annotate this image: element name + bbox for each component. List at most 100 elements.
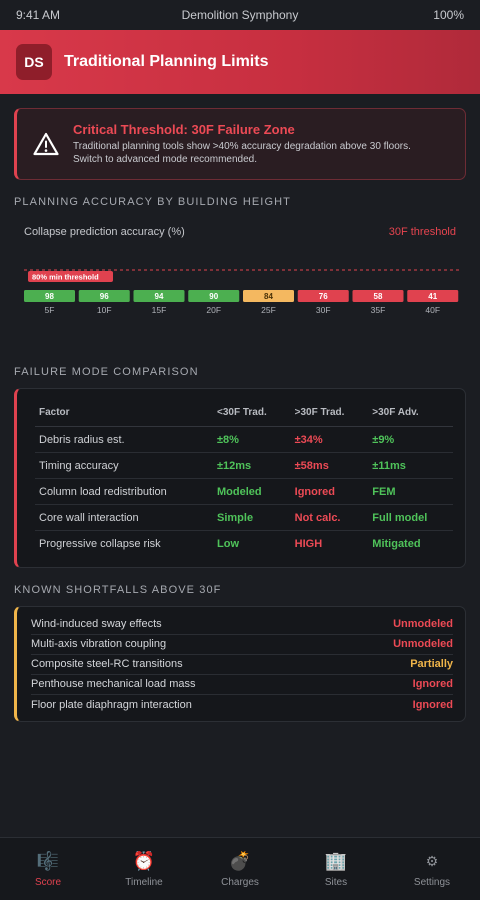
app-header: DS Traditional Planning Limits	[0, 30, 480, 94]
tab-label: Timeline	[125, 876, 163, 888]
shortfall-label: Floor plate diaphragm interaction	[31, 698, 192, 711]
bar-35F	[352, 290, 404, 302]
value-cell: FEM	[368, 478, 453, 505]
bar-value-20F: 90	[209, 292, 218, 301]
settings-icon: ⚙	[425, 852, 439, 869]
value-cell: Low	[217, 537, 239, 550]
bar-40F	[407, 290, 459, 302]
tab-label: Sites	[324, 876, 348, 888]
list-item: Composite steel-RC transitions Partially	[31, 655, 453, 675]
shortfall-status: Partially	[410, 658, 453, 670]
bar-20F	[188, 290, 240, 302]
chart-annotation: 30F threshold	[388, 226, 456, 238]
charges-icon: 💣	[228, 850, 252, 871]
shortfalls-section-title: KNOWN SHORTFALLS ABOVE 30F	[14, 583, 222, 596]
comparison-card: Factor <30F Trad. >30F Trad. >30F Adv. Debr…	[14, 388, 466, 568]
list-item: Floor plate diaphragm interaction Ignored	[31, 695, 453, 715]
factor-cell: Progressive collapse risk	[39, 537, 161, 550]
tick-label-30F: 30F	[316, 305, 331, 315]
status-bar: 9:41 AM Demolition Symphony 100%	[0, 0, 480, 30]
value-cell: Not calc.	[290, 504, 369, 531]
value-cell: ±9%	[368, 426, 453, 453]
value-cell: ±58ms	[290, 452, 369, 479]
list-item: Multi-axis vibration coupling Unmodeled	[31, 635, 453, 655]
sites-icon: 🏢	[324, 850, 348, 871]
timeline-icon: ⏰	[132, 850, 156, 871]
shortfall-label: Multi-axis vibration coupling	[31, 638, 167, 650]
bar-value-5F: 98	[45, 292, 54, 301]
value-cell: ±12ms	[213, 452, 291, 479]
table-row: Core wall interaction Simple Not calc. Full…	[35, 504, 453, 531]
bar-value-10F: 96	[100, 292, 109, 301]
factor-cell: Timing accuracy	[35, 452, 213, 479]
accuracy-section-title: PLANNING ACCURACY BY BUILDING HEIGHT	[14, 196, 291, 208]
tick-label-35F: 35F	[371, 305, 386, 315]
bar-value-30F: 76	[319, 292, 328, 301]
bar-value-40F: 41	[428, 292, 437, 301]
tab-bar: 🎼 Score ⏰ Timeline 💣 Charges 🏢 Sites ⚙ Settings	[0, 837, 480, 900]
tab-charges[interactable]: 💣 Charges	[192, 838, 288, 900]
factor-cell: Core wall interaction	[35, 504, 213, 531]
list-item: Penthouse mechanical load mass Ignored	[31, 675, 453, 695]
tab-label: Charges	[221, 876, 259, 888]
alert-title: Critical Threshold: 30F Failure Zone	[73, 122, 295, 137]
critical-alert: Critical Threshold: 30F Failure Zone Tra…	[14, 108, 466, 180]
tick-label-40F: 40F	[425, 305, 440, 315]
bar-30F	[297, 290, 349, 302]
threshold-label: 80% min threshold	[32, 273, 99, 282]
app-logo: DS	[16, 44, 52, 80]
tab-score[interactable]: 🎼 Score	[0, 838, 96, 900]
chart-title: Collapse prediction accuracy (%)	[24, 226, 185, 238]
value-cell: Modeled	[213, 478, 291, 505]
tab-label: Score	[34, 876, 62, 888]
shortfall-label: Wind-induced sway effects	[31, 618, 162, 630]
column-header: <30F Trad.	[213, 401, 291, 427]
value-cell: Full model	[368, 504, 453, 531]
bar-5F	[24, 290, 75, 302]
shortfall-status: Unmodeled	[393, 638, 453, 650]
shortfall-status: Ignored	[412, 698, 453, 711]
table-row: Debris radius est. ±8% ±34% ±9%	[35, 426, 453, 453]
warning-icon	[31, 129, 61, 159]
column-header: Factor	[35, 401, 213, 427]
shortfall-label: Penthouse mechanical load mass	[31, 678, 196, 690]
column-header: >30F Trad.	[290, 401, 369, 427]
alert-text-line2: Switch to advanced mode recommended.	[73, 154, 257, 165]
table-row: Timing accuracy ±12ms ±58ms ±11ms	[35, 452, 453, 479]
score-icon: 🎼	[36, 850, 60, 871]
value-cell: ±11ms	[368, 452, 453, 479]
tick-label-10F: 10F	[97, 305, 112, 315]
bar-15F	[133, 290, 185, 302]
value-cell: ±34%	[290, 426, 369, 453]
comparison-section-title: FAILURE MODE COMPARISON	[14, 366, 199, 378]
shortfalls-card: Wind-induced sway effects Unmodeled Multi-…	[14, 605, 466, 722]
table-row: Column load redistribution Modeled Ignored…	[35, 478, 453, 505]
tick-label-20F: 20F	[206, 305, 221, 315]
tab-settings[interactable]: ⚙ Settings	[384, 838, 480, 900]
shortfall-status: Ignored	[412, 678, 453, 690]
bar-10F	[78, 290, 130, 302]
factor-cell: Column load redistribution	[35, 478, 213, 505]
value-cell: Ignored	[290, 478, 369, 505]
shortfall-status: Unmodeled	[393, 618, 453, 630]
alert-text-line1: Traditional planning tools show >40% acc…	[73, 141, 411, 152]
tab-sites[interactable]: 🏢 Sites	[288, 838, 384, 900]
tick-label-15F: 15F	[152, 305, 167, 315]
tab-label: Settings	[413, 876, 451, 888]
status-battery: 100%	[433, 8, 464, 22]
value-cell: Simple	[213, 504, 291, 531]
bar-value-25F: 84	[264, 292, 273, 301]
tick-label-25F: 25F	[261, 305, 276, 315]
status-time: 9:41 AM	[16, 8, 61, 22]
accuracy-chart: Collapse prediction accuracy (%) 30F thr…	[14, 218, 466, 350]
factor-cell: Debris radius est.	[35, 426, 213, 453]
bar-value-15F: 94	[155, 292, 164, 301]
bar-25F	[243, 290, 294, 302]
status-app-title: Demolition Symphony	[181, 8, 299, 22]
shortfall-label: Composite steel-RC transitions	[31, 658, 183, 670]
tick-label-5F: 5F	[45, 305, 55, 315]
value-cell: Mitigated	[372, 537, 421, 550]
list-item: Wind-induced sway effects Unmodeled	[31, 615, 453, 635]
column-header: >30F Adv.	[368, 401, 453, 427]
tab-timeline[interactable]: ⏰ Timeline	[96, 838, 192, 900]
